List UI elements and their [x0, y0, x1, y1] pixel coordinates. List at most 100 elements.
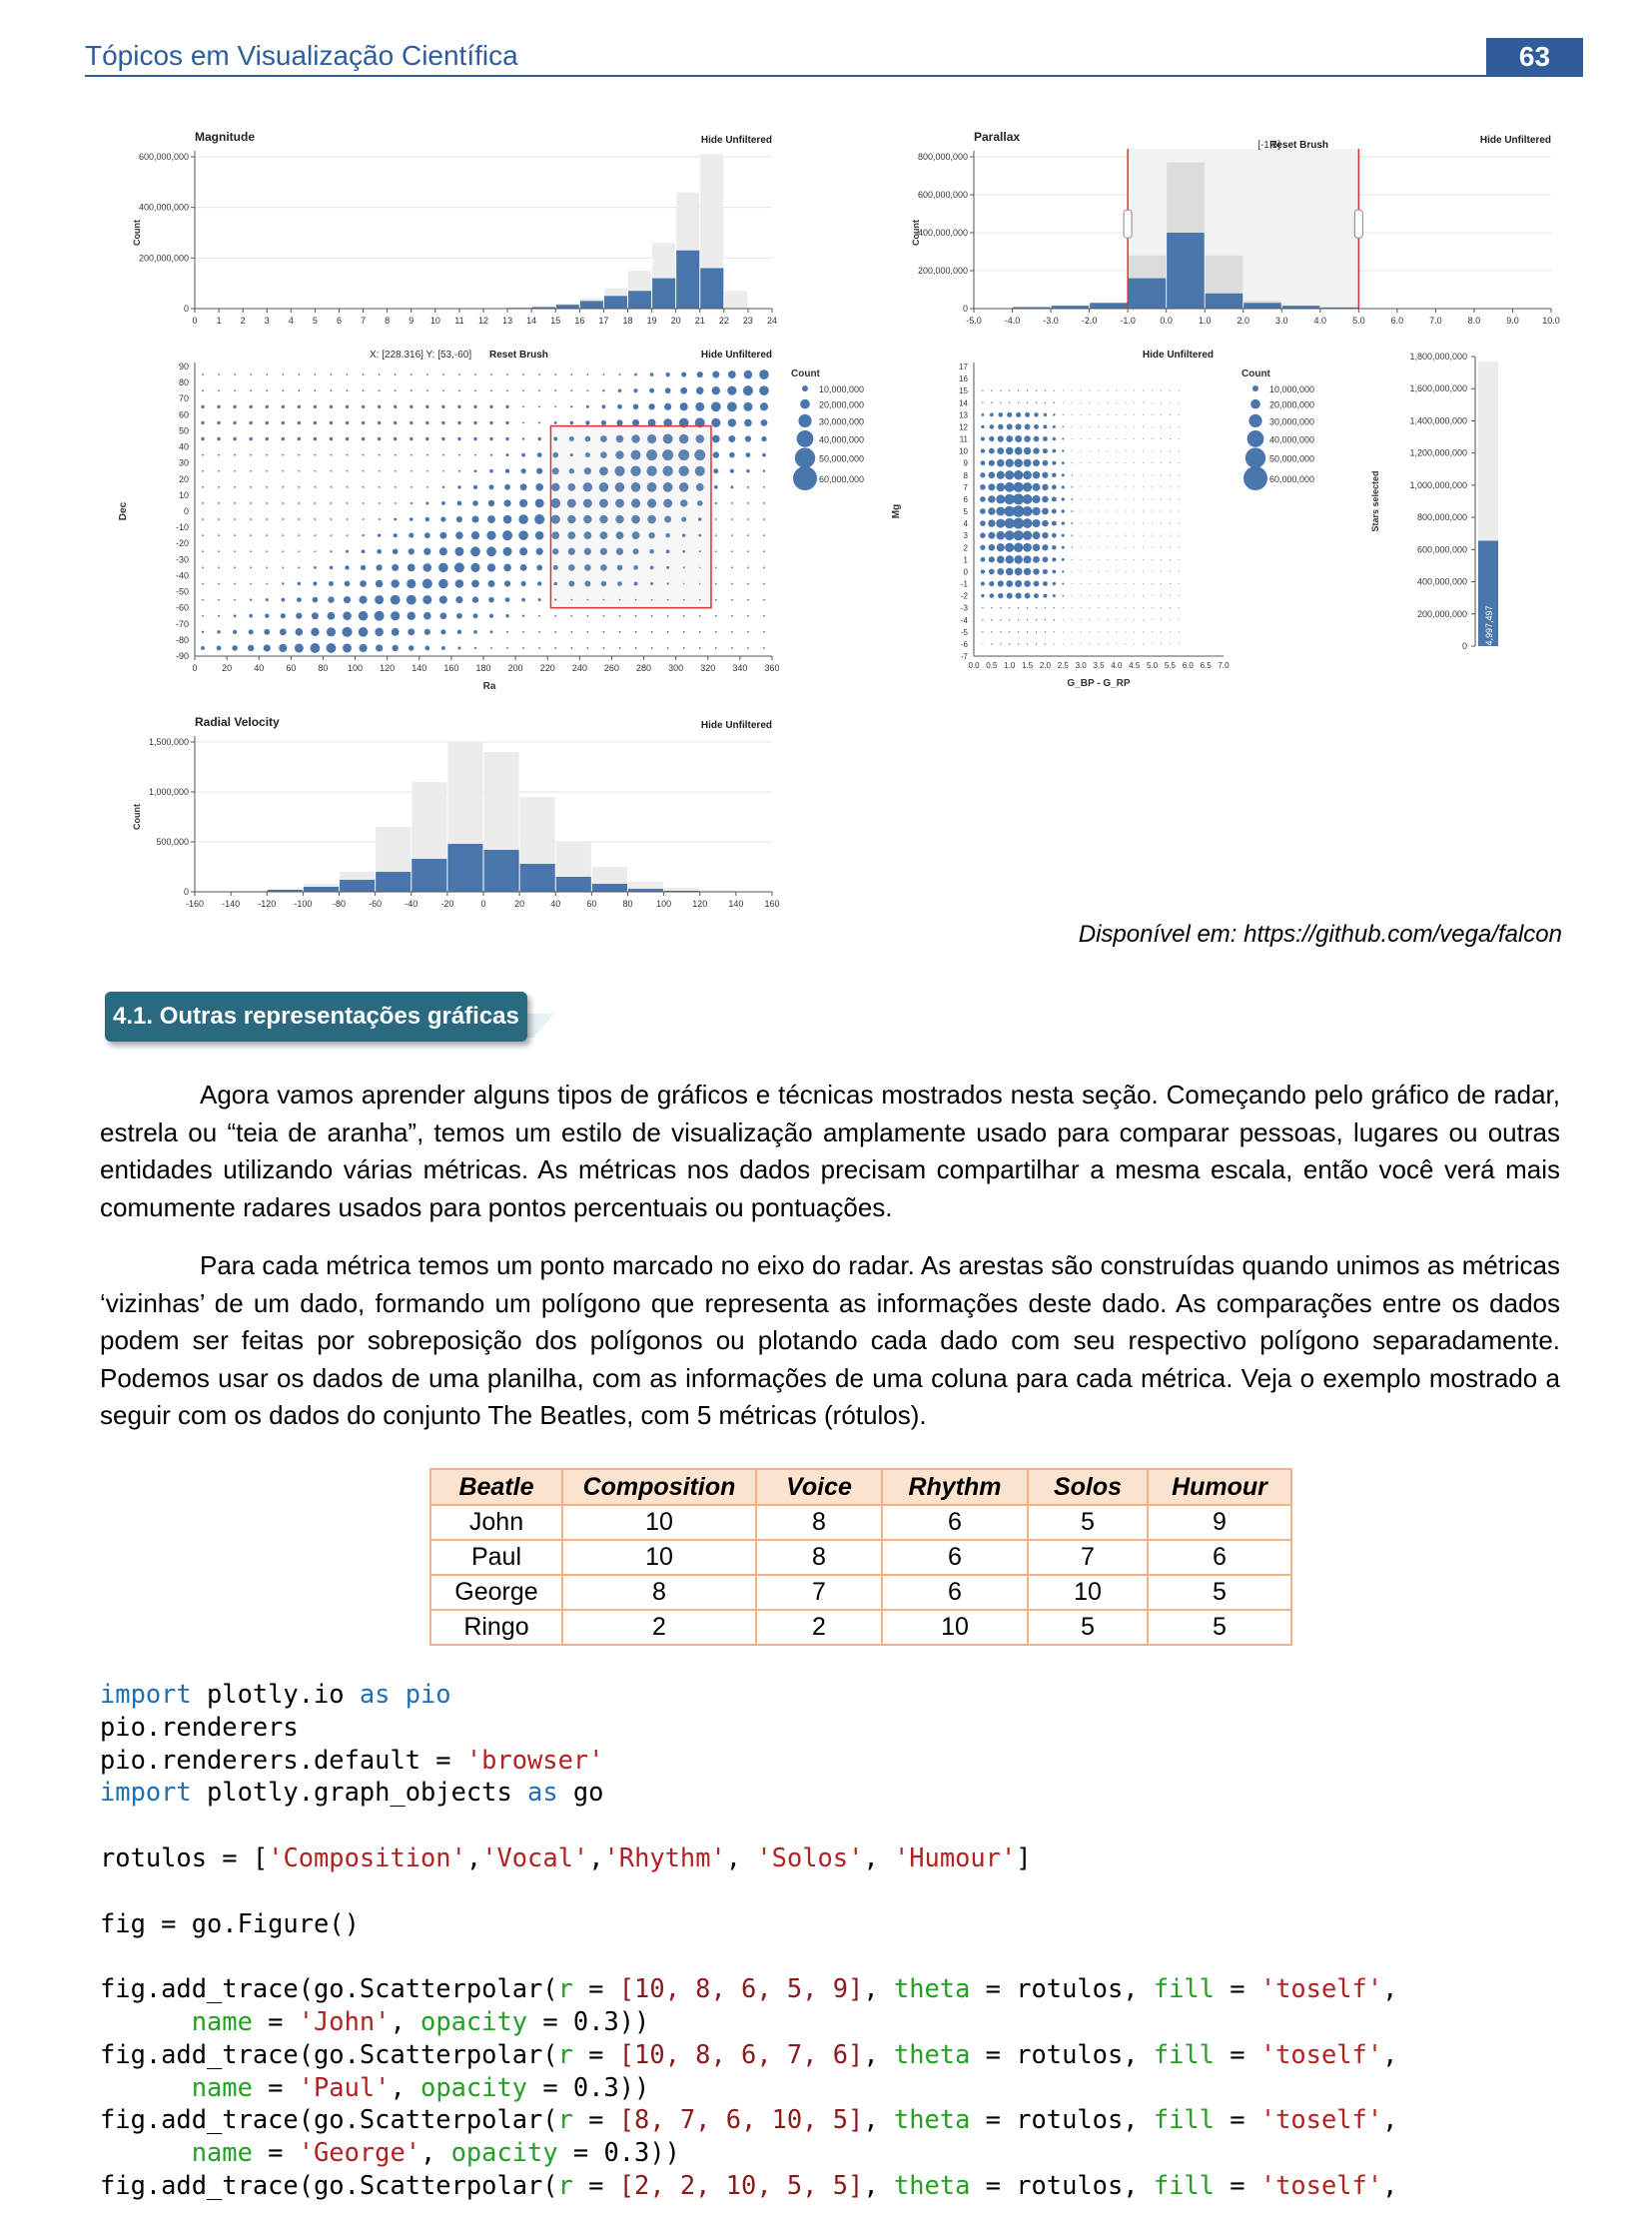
- scatter-point: [425, 404, 429, 408]
- y-tick-label: 0: [964, 567, 969, 576]
- x-tick-label: -140: [222, 899, 240, 909]
- scatter-point: [265, 436, 269, 441]
- y-tick-label: 30: [179, 458, 189, 468]
- scatter-point: [1125, 498, 1127, 500]
- scatter-point: [634, 372, 637, 376]
- scatter-point: [1000, 631, 1002, 633]
- filtered-bar: [1205, 293, 1243, 309]
- scatter-point: [1125, 510, 1127, 512]
- x-tick-label: 3.0: [1275, 316, 1288, 326]
- scatter-point: [1134, 389, 1136, 391]
- scatter-point: [410, 436, 413, 441]
- scatter-point: [534, 530, 544, 540]
- y-tick-label: 400,000,000: [918, 228, 968, 238]
- scatter-point: [265, 613, 270, 618]
- scatter-point: [996, 458, 1005, 467]
- scatter-point: [747, 518, 749, 520]
- x-tick-label: 0: [192, 316, 197, 326]
- scatter-point: [678, 433, 689, 444]
- scatter-point: [536, 564, 543, 571]
- scatter-point: [471, 579, 479, 588]
- scatter-point: [1043, 581, 1048, 586]
- y-tick-label: -60: [176, 603, 189, 613]
- scatter-point: [650, 630, 653, 633]
- scatter-point: [330, 485, 333, 488]
- y-tick-label: 40: [179, 442, 189, 452]
- scatter-point: [1022, 518, 1033, 528]
- scatter-point: [1098, 595, 1100, 597]
- filtered-bar: [447, 844, 483, 892]
- scatter-point: [1178, 425, 1180, 427]
- scatter-point: [728, 435, 736, 442]
- scatter-point: [313, 404, 318, 408]
- scatter-point: [1017, 631, 1020, 633]
- table-cell: 5: [1147, 1609, 1292, 1646]
- y-tick-label: 3: [964, 531, 969, 540]
- scatter-point: [1071, 619, 1073, 621]
- scatter-point: [666, 614, 669, 617]
- x-tick-label: 1.0: [1004, 661, 1016, 670]
- scatter-point: [1034, 412, 1039, 417]
- scatter-point: [550, 514, 560, 524]
- x-tick-label: -3.0: [1043, 316, 1059, 326]
- scatter-point: [438, 562, 448, 573]
- code-token: r: [557, 2038, 573, 2069]
- scatter-point: [554, 598, 557, 601]
- x-tick-label: 2.5: [1058, 661, 1070, 670]
- scatter-point: [490, 373, 492, 375]
- unfiltered-bar: [724, 291, 748, 309]
- scatter-point: [312, 596, 319, 603]
- scatter-point: [456, 500, 462, 506]
- scatter-point: [980, 520, 986, 526]
- scatter-point: [346, 502, 349, 504]
- scatter-point: [1116, 486, 1118, 488]
- scatter-point: [1052, 436, 1057, 441]
- scatter-point: [1053, 643, 1055, 645]
- scatter-point: [1161, 450, 1162, 452]
- scatter-point: [391, 627, 400, 636]
- scatter-point: [297, 404, 302, 408]
- scatter-point: [1051, 484, 1057, 490]
- scatter-point: [662, 433, 673, 444]
- scatter-point: [343, 596, 352, 604]
- y-tick-label: 80: [179, 377, 189, 387]
- scatter-point: [713, 468, 719, 474]
- scatter-point: [329, 436, 334, 441]
- scatter-point: [504, 468, 510, 473]
- scatter-point: [695, 401, 705, 411]
- scatter-point: [298, 485, 301, 488]
- scatter-point: [980, 436, 985, 441]
- scatter-point: [727, 418, 737, 427]
- x-tick-label: -2.0: [1082, 316, 1098, 326]
- scatter-point: [1116, 595, 1118, 597]
- hide-unfiltered-label: Hide Unfiltered: [1480, 135, 1551, 146]
- scatter-point: [1169, 558, 1171, 560]
- scatter-point: [376, 564, 383, 571]
- filtered-bar: [519, 864, 555, 892]
- scatter-point: [996, 506, 1006, 516]
- scatter-point: [1025, 411, 1031, 417]
- scatter-point: [1178, 534, 1180, 536]
- scatter-point: [714, 630, 717, 633]
- scatter-point: [1089, 438, 1091, 439]
- scatter-point: [1071, 401, 1073, 403]
- scatter-point: [218, 582, 220, 585]
- table-cell: John: [429, 1504, 563, 1541]
- scatter-point: [1161, 389, 1162, 391]
- scatter-point: [1080, 389, 1082, 391]
- selected-bar: [1478, 540, 1498, 646]
- scatter-point: [202, 550, 204, 553]
- scatter-point: [1080, 643, 1082, 645]
- scatter-point: [1014, 555, 1023, 564]
- scatter-point: [1089, 631, 1091, 633]
- code-token: ]: [1016, 1842, 1032, 1872]
- scatter-point: [408, 548, 414, 555]
- scatter-point: [1143, 425, 1145, 427]
- scatter-point: [746, 469, 750, 473]
- scatter-point: [997, 580, 1004, 587]
- scatter-point: [679, 402, 688, 411]
- scatter-point: [1134, 570, 1136, 572]
- x-tick-label: 18: [622, 316, 632, 326]
- scatter-point: [982, 619, 984, 621]
- filtered-bar: [603, 296, 627, 309]
